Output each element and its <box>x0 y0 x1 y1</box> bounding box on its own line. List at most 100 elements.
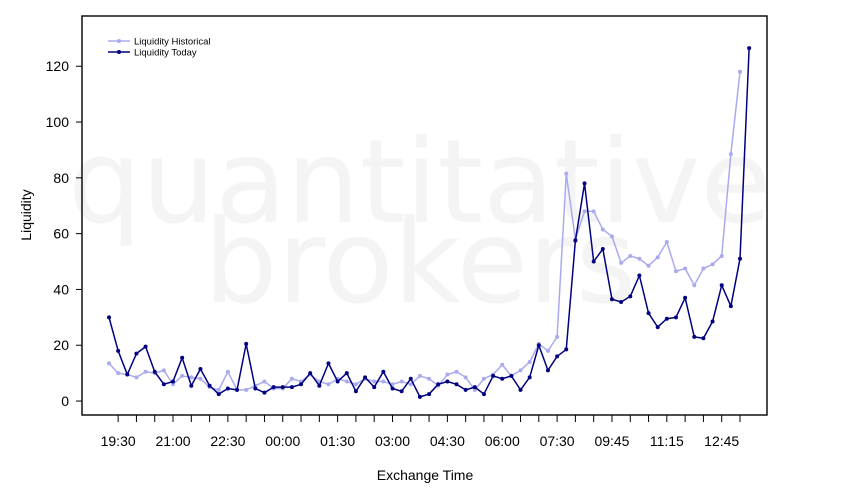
data-point <box>143 369 148 374</box>
x-tick-label: 01:30 <box>320 433 355 449</box>
data-point <box>399 379 404 384</box>
legend-today-label: Liquidity Today <box>134 48 197 59</box>
data-point <box>564 347 569 352</box>
data-point <box>353 382 358 387</box>
data-point <box>189 383 194 388</box>
data-point <box>472 387 477 392</box>
data-point <box>372 379 377 384</box>
data-point <box>637 273 642 278</box>
x-tick-label: 12:45 <box>704 433 739 449</box>
data-point <box>262 390 267 395</box>
x-tick-label: 19:30 <box>101 433 136 449</box>
data-point <box>564 171 569 176</box>
data-point <box>701 336 706 341</box>
data-point <box>326 382 331 387</box>
data-point <box>262 379 267 384</box>
data-point <box>591 209 596 214</box>
watermark: quantitative brokers <box>68 115 772 330</box>
x-tick-label: 21:00 <box>155 433 190 449</box>
x-tick-label: 03:00 <box>375 433 410 449</box>
data-point <box>280 385 285 390</box>
data-point <box>728 304 733 309</box>
data-point <box>719 253 724 258</box>
data-point <box>271 385 276 390</box>
data-point <box>463 375 468 380</box>
data-point <box>545 368 550 373</box>
data-point <box>481 376 486 381</box>
y-tick-label: 40 <box>53 281 69 297</box>
legend-historical-marker <box>117 39 121 43</box>
series-layer <box>107 46 752 399</box>
data-point <box>308 371 313 376</box>
data-point <box>747 46 752 51</box>
data-point <box>253 386 258 391</box>
data-point <box>198 376 203 381</box>
data-point <box>692 283 697 288</box>
data-point <box>216 392 221 397</box>
data-point <box>545 348 550 353</box>
data-point <box>344 379 349 384</box>
data-point <box>454 382 459 387</box>
data-point <box>500 376 505 381</box>
data-point <box>445 379 450 384</box>
data-point <box>738 256 742 261</box>
data-point <box>527 375 532 380</box>
data-point <box>390 386 395 391</box>
data-point <box>125 372 130 377</box>
y-tick-label: 100 <box>46 114 70 130</box>
data-point <box>180 355 185 360</box>
data-point <box>427 376 432 381</box>
data-point <box>619 260 624 265</box>
data-point <box>381 379 386 384</box>
data-point <box>673 269 678 274</box>
data-point <box>491 373 496 378</box>
data-point <box>582 181 587 186</box>
data-point <box>143 344 148 349</box>
x-tick-label: 06:00 <box>485 433 520 449</box>
data-point <box>609 297 614 302</box>
data-point <box>646 311 651 316</box>
data-point <box>600 246 605 251</box>
x-axis: 19:30 21:00 22:30 00:00 01:30 03:00 04:30 06:00… <box>101 415 741 449</box>
data-point <box>683 266 688 271</box>
data-point <box>719 283 724 288</box>
data-point <box>436 382 441 387</box>
data-point <box>408 382 413 387</box>
data-point <box>518 387 523 392</box>
y-tick-label: 60 <box>53 226 69 242</box>
data-point <box>344 371 349 376</box>
data-point <box>244 341 249 346</box>
data-point <box>171 382 176 387</box>
data-point <box>646 263 651 268</box>
x-axis-title: Exchange Time <box>377 467 474 483</box>
x-tick-label: 11:15 <box>650 433 684 449</box>
series-today <box>107 46 752 399</box>
data-point <box>683 295 688 300</box>
y-tick-label: 20 <box>53 337 69 353</box>
x-tick-label: 04:30 <box>430 433 465 449</box>
data-point <box>582 209 587 214</box>
data-point <box>555 334 560 339</box>
data-point <box>198 366 203 371</box>
data-point <box>445 372 450 377</box>
data-point <box>116 348 121 353</box>
data-point <box>692 334 697 339</box>
data-point <box>225 369 230 374</box>
y-axis-title: Liquidity <box>18 189 34 240</box>
y-axis: 0 20 40 60 80 100 120 <box>46 58 82 409</box>
data-point <box>472 385 477 390</box>
data-point <box>408 376 413 381</box>
data-point <box>673 315 678 320</box>
legend: Liquidity Historical Liquidity Today <box>108 37 211 59</box>
x-tick-label: 07:30 <box>540 433 575 449</box>
data-point <box>244 387 249 392</box>
data-point <box>655 325 660 330</box>
data-point <box>664 240 669 245</box>
data-point <box>161 382 166 387</box>
data-point <box>317 383 322 388</box>
data-point <box>738 69 742 74</box>
data-point <box>701 266 706 271</box>
data-point <box>289 376 294 381</box>
data-point <box>299 382 304 387</box>
data-point <box>509 373 514 378</box>
